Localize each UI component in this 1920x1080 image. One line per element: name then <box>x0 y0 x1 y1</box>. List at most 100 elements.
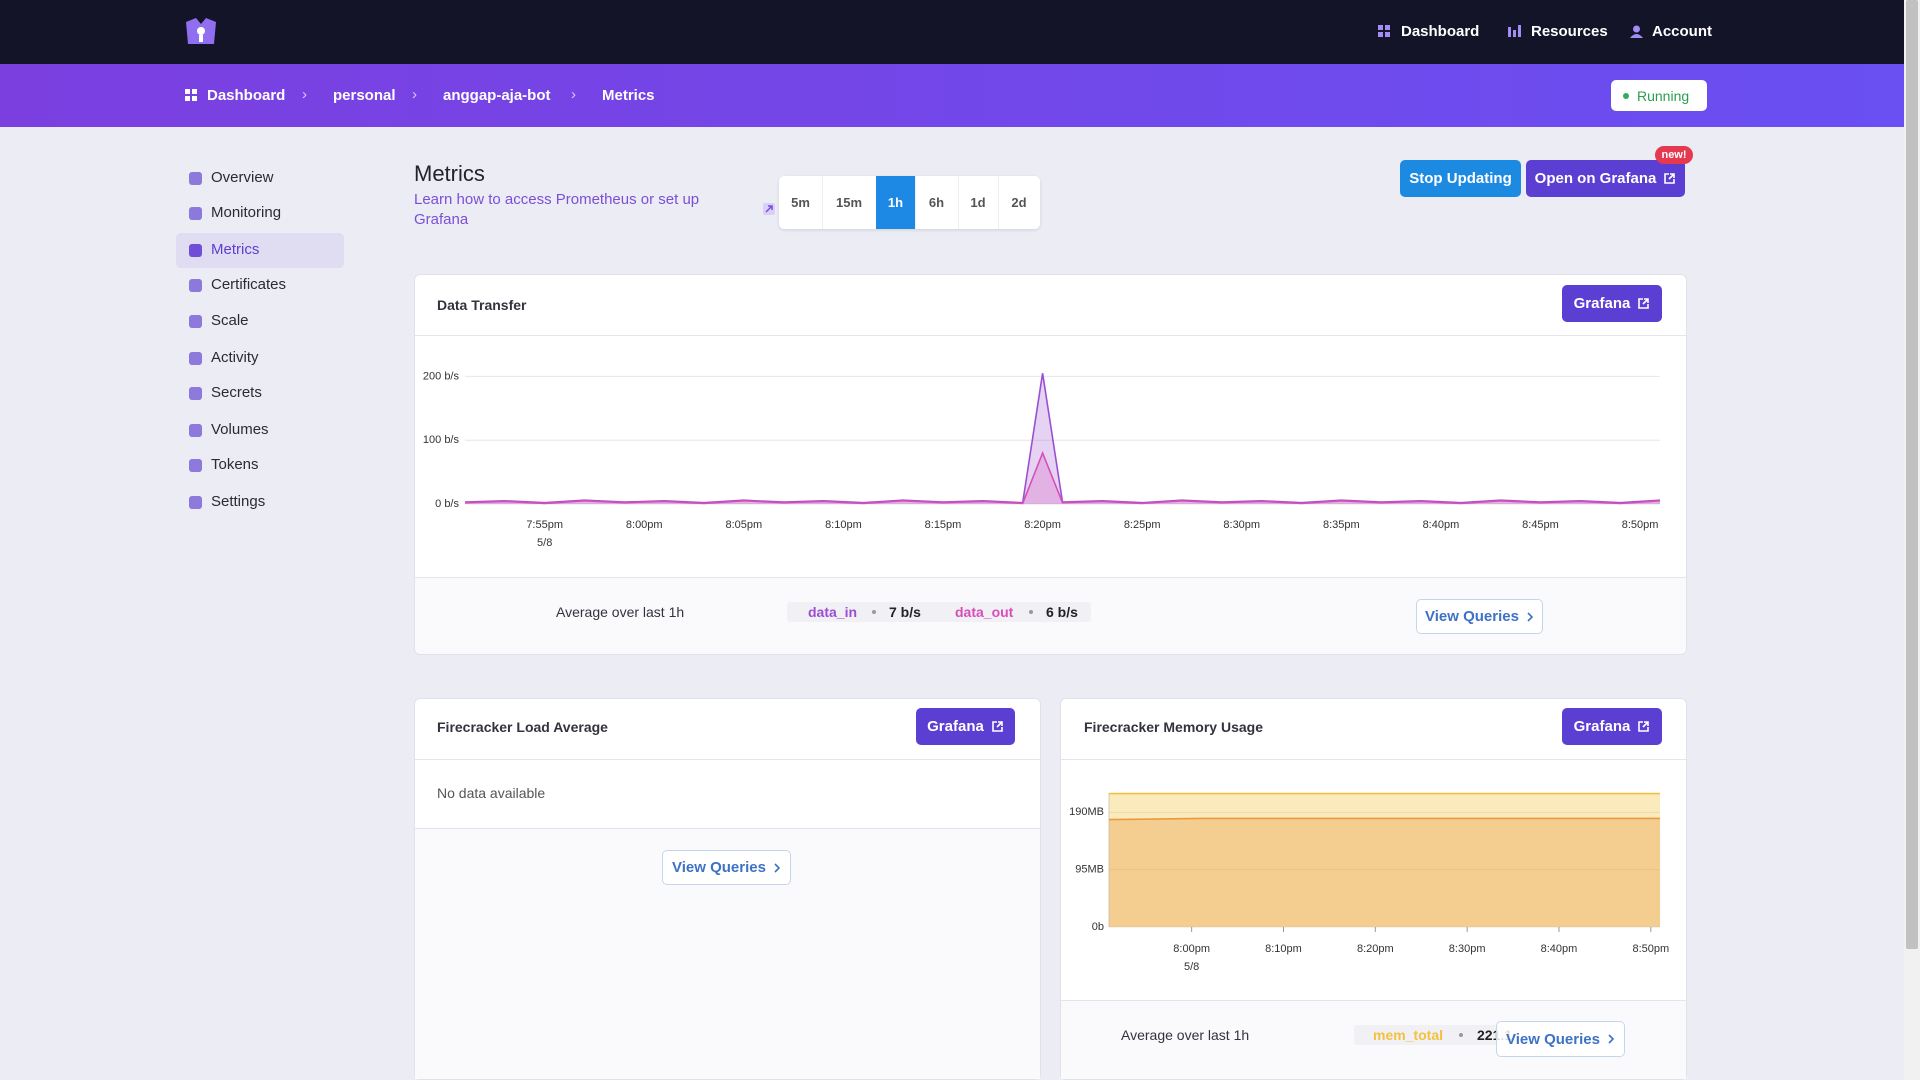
external-icon <box>1638 298 1650 309</box>
time-range-button[interactable]: 6h <box>915 176 959 229</box>
sidebar-icon <box>189 172 202 185</box>
data-transfer-card <box>414 274 1687 655</box>
header-separator <box>415 335 1686 336</box>
view-queries-button[interactable]: View Queries <box>662 850 791 885</box>
sidebar-icon <box>189 352 202 365</box>
sidebar-active-bg <box>176 233 344 268</box>
grafana-button[interactable]: Grafana <box>916 708 1015 745</box>
grafana-button[interactable]: Grafana <box>1562 708 1662 745</box>
sidebar-item[interactable]: Metrics <box>211 241 260 258</box>
sidebar-item[interactable]: Activity <box>211 349 259 366</box>
time-range-button[interactable]: 2d <box>998 176 1040 229</box>
legend-dot <box>872 610 876 614</box>
button-label: View Queries <box>672 859 766 876</box>
button-label: Grafana <box>1573 718 1631 735</box>
header-separator <box>1061 759 1686 760</box>
account-icon <box>1630 25 1643 38</box>
sidebar-icon <box>189 459 202 472</box>
legend-name: data_in <box>808 604 858 620</box>
time-range-button[interactable]: 1h <box>876 176 916 229</box>
average-label: Average over last 1h <box>556 604 685 620</box>
breadcrumb-separator: › <box>302 86 307 103</box>
button-label: Grafana <box>1573 295 1631 312</box>
sidebar-icon <box>189 424 202 437</box>
status-text: Running <box>1637 88 1690 104</box>
sidebar-icon <box>189 244 202 257</box>
breadcrumb-bar <box>0 64 1904 127</box>
page-title: Metrics <box>414 161 485 186</box>
status-dot <box>1623 93 1629 99</box>
sidebar-item[interactable]: Tokens <box>211 456 259 473</box>
sidebar-item[interactable]: Overview <box>211 169 274 186</box>
empty-message: No data available <box>437 785 546 801</box>
sidebar-icon <box>189 315 202 328</box>
card-title: Data Transfer <box>437 297 527 313</box>
help-link-icon <box>763 203 775 215</box>
dashboard-icon <box>1378 25 1390 37</box>
time-range-button[interactable]: 5m <box>779 176 823 229</box>
button-label: Stop Updating <box>1409 170 1512 187</box>
breadcrumb-item[interactable]: anggap-aja-bot <box>443 87 551 104</box>
header-separator <box>415 759 1040 760</box>
nav-resources[interactable]: Resources <box>1531 23 1608 40</box>
load-average-card <box>414 698 1041 1080</box>
legend <box>787 602 1091 622</box>
nav-dashboard[interactable]: Dashboard <box>1401 23 1480 40</box>
resources-icon <box>1508 25 1521 37</box>
sidebar-item[interactable]: Certificates <box>211 276 287 293</box>
breadcrumb-item: Metrics <box>602 87 655 104</box>
time-range-button[interactable]: 1d <box>958 176 999 229</box>
sidebar-item[interactable]: Scale <box>211 312 249 329</box>
sidebar-item[interactable]: Settings <box>211 493 266 510</box>
legend-dot <box>1029 610 1033 614</box>
logo[interactable] <box>183 16 219 48</box>
external-icon <box>992 721 1003 732</box>
external-icon <box>1638 721 1650 732</box>
sidebar-item[interactable]: Secrets <box>211 384 262 401</box>
help-link[interactable]: Learn how to access Prometheus or set up… <box>414 191 700 228</box>
external-icon <box>1664 173 1676 184</box>
badge-text: new! <box>1661 149 1687 161</box>
sidebar-item[interactable]: Monitoring <box>211 204 282 221</box>
legend-average: 7 b/s <box>889 604 921 620</box>
scrollbar-thumb[interactable] <box>1906 0 1918 949</box>
new-badge: new! <box>1655 146 1693 164</box>
top-bar <box>0 0 1904 64</box>
breadcrumb-item[interactable]: Dashboard <box>207 87 286 104</box>
sidebar-item[interactable]: Volumes <box>211 421 269 438</box>
sidebar-icon <box>189 496 202 509</box>
breadcrumb-separator: › <box>412 86 417 103</box>
average-label: Average over last 1h <box>1121 1027 1250 1043</box>
breadcrumb-separator: › <box>571 86 576 103</box>
sidebar-icon <box>189 387 202 400</box>
chevron-icon <box>1608 1034 1615 1044</box>
legend-name: data_out <box>955 604 1014 620</box>
sidebar-icon <box>189 279 202 292</box>
breadcrumb-icon <box>185 89 197 101</box>
view-queries-button[interactable]: View Queries <box>1496 1021 1625 1057</box>
memory-usage-card <box>1060 698 1687 1080</box>
card-title: Firecracker Memory Usage <box>1084 719 1263 735</box>
legend-dot <box>1459 1033 1463 1037</box>
button-label: Open on Grafana <box>1534 170 1657 187</box>
time-range-button[interactable]: 15m <box>822 176 877 229</box>
view-queries-button[interactable]: View Queries <box>1416 599 1543 634</box>
time-range-selector: 5m 15m 1h 6h 1d 2d <box>779 176 1040 229</box>
button-label: View Queries <box>1425 608 1519 625</box>
open-grafana-button[interactable]: Open on Grafana <box>1526 160 1685 197</box>
breadcrumb-item[interactable]: personal <box>333 87 396 104</box>
sidebar-icon <box>189 207 202 220</box>
nav-account[interactable]: Account <box>1652 23 1712 40</box>
legend <box>1354 1025 1504 1045</box>
button-label: View Queries <box>1506 1030 1600 1048</box>
chevron-icon <box>774 862 781 873</box>
grafana-button[interactable]: Grafana <box>1562 285 1662 322</box>
legend-name: mem_total <box>1373 1027 1444 1043</box>
card-title: Firecracker Load Average <box>437 719 608 735</box>
button-label: Grafana <box>927 718 984 735</box>
status-pill: Running <box>1611 80 1707 111</box>
legend-average: 6 b/s <box>1046 604 1078 620</box>
stop-updating-button[interactable]: Stop Updating <box>1400 160 1521 197</box>
